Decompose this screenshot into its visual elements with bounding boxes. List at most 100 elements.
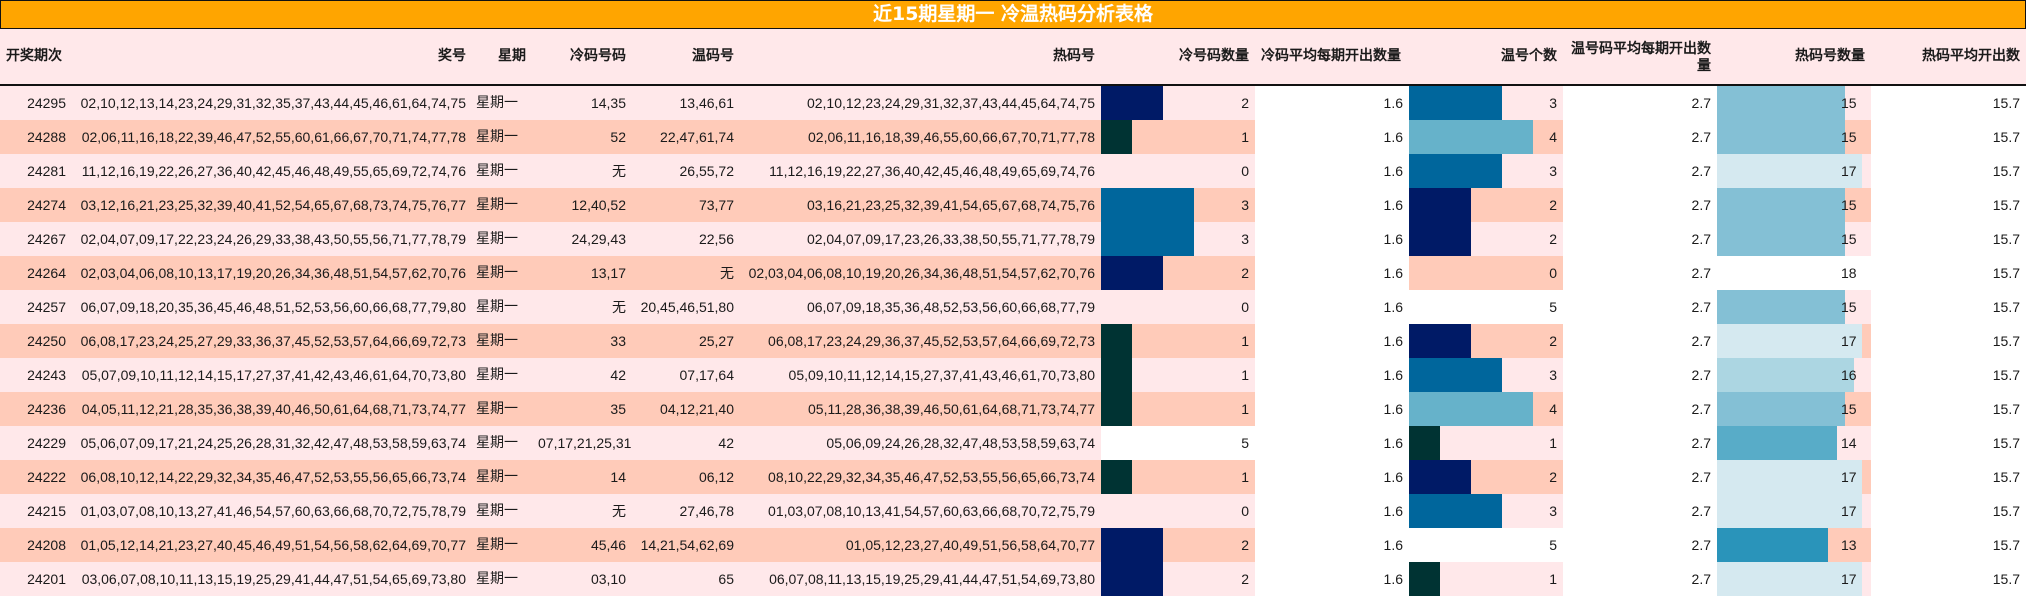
warm-codes-cell[interactable]: 22,56 <box>698 231 734 247</box>
hot-codes-cell[interactable]: 05,09,10,11,12,14,15,27,37,41,43,46,61,7… <box>788 367 1095 383</box>
table-row[interactable]: 24208 01,05,12,14,21,23,27,40,45,46,49,5… <box>0 528 2026 562</box>
warm-codes-cell[interactable]: 06,12 <box>698 469 734 485</box>
weekday-cell[interactable]: 星期一 <box>476 435 518 451</box>
hot-avg-cell[interactable]: 15.7 <box>1871 426 2026 460</box>
cold-avg-cell[interactable]: 1.6 <box>1255 120 1409 154</box>
warm-count-cell[interactable]: 3 <box>1409 358 1563 392</box>
cold-count-cell[interactable]: 0 <box>1101 290 1255 324</box>
cold-count-cell[interactable]: 5 <box>1101 426 1255 460</box>
warm-codes-cell[interactable]: 22,47,61,74 <box>660 129 734 145</box>
warm-count-cell[interactable]: 3 <box>1409 154 1563 188</box>
table-row[interactable]: 24236 04,05,11,12,21,28,35,36,38,39,40,4… <box>0 392 2026 426</box>
warm-codes-cell[interactable]: 20,45,46,51,80 <box>640 299 734 315</box>
weekday-cell[interactable]: 星期一 <box>476 129 518 145</box>
warm-count-cell[interactable]: 2 <box>1409 222 1563 256</box>
cold-count-cell[interactable]: 2 <box>1101 86 1255 120</box>
hot-avg-cell[interactable]: 15.7 <box>1871 120 2026 154</box>
cold-avg-cell[interactable]: 1.6 <box>1255 426 1409 460</box>
table-row[interactable]: 24295 02,10,12,13,14,23,24,29,31,32,35,3… <box>0 86 2026 120</box>
hot-avg-cell[interactable]: 15.7 <box>1871 86 2026 120</box>
hot-avg-cell[interactable]: 15.7 <box>1871 154 2026 188</box>
table-row[interactable]: 24229 05,06,07,09,17,21,24,25,26,28,31,3… <box>0 426 2026 460</box>
numbers-cell[interactable]: 03,12,16,21,23,25,32,39,40,41,52,54,65,6… <box>80 197 466 213</box>
warm-avg-cell[interactable]: 2.7 <box>1563 358 1717 392</box>
cold-avg-cell[interactable]: 1.6 <box>1255 86 1409 120</box>
cold-codes-cell[interactable]: 14 <box>610 469 626 485</box>
hot-count-cell[interactable]: 17 <box>1717 154 1871 188</box>
table-row[interactable]: 24264 02,03,04,06,08,10,13,17,19,20,26,3… <box>0 256 2026 290</box>
period-cell[interactable]: 24288 <box>27 129 66 145</box>
cold-count-cell[interactable]: 2 <box>1101 256 1255 290</box>
hot-avg-cell[interactable]: 15.7 <box>1871 494 2026 528</box>
cold-codes-cell[interactable]: 52 <box>610 129 626 145</box>
header-hot-codes[interactable]: 热码号 <box>1053 48 1095 64</box>
period-cell[interactable]: 24208 <box>27 537 66 553</box>
hot-count-cell[interactable]: 15 <box>1717 392 1871 426</box>
warm-avg-cell[interactable]: 2.7 <box>1563 392 1717 426</box>
cold-avg-cell[interactable]: 1.6 <box>1255 358 1409 392</box>
hot-avg-cell[interactable]: 15.7 <box>1871 562 2026 596</box>
warm-count-cell[interactable]: 2 <box>1409 460 1563 494</box>
cold-avg-cell[interactable]: 1.6 <box>1255 154 1409 188</box>
numbers-cell[interactable]: 01,05,12,14,21,23,27,40,45,46,49,51,54,5… <box>80 537 466 553</box>
table-row[interactable]: 24215 01,03,07,08,10,13,27,41,46,54,57,6… <box>0 494 2026 528</box>
period-cell[interactable]: 24243 <box>27 367 66 383</box>
cold-count-cell[interactable]: 1 <box>1101 392 1255 426</box>
weekday-cell[interactable]: 星期一 <box>476 469 518 485</box>
warm-codes-cell[interactable]: 27,46,78 <box>679 503 735 519</box>
period-cell[interactable]: 24281 <box>27 163 66 179</box>
header-weekday[interactable]: 星期 <box>498 48 526 64</box>
weekday-cell[interactable]: 星期一 <box>476 401 518 417</box>
period-cell[interactable]: 24274 <box>27 197 66 213</box>
cold-codes-cell[interactable]: 无 <box>612 163 626 179</box>
cold-avg-cell[interactable]: 1.6 <box>1255 460 1409 494</box>
weekday-cell[interactable]: 星期一 <box>476 367 518 383</box>
cold-avg-cell[interactable]: 1.6 <box>1255 188 1409 222</box>
cold-avg-cell[interactable]: 1.6 <box>1255 290 1409 324</box>
cold-count-cell[interactable]: 2 <box>1101 528 1255 562</box>
hot-count-cell[interactable]: 16 <box>1717 358 1871 392</box>
hot-count-cell[interactable]: 17 <box>1717 494 1871 528</box>
warm-codes-cell[interactable]: 25,27 <box>698 333 734 349</box>
hot-count-cell[interactable]: 13 <box>1717 528 1871 562</box>
table-row[interactable]: 24257 06,07,09,18,20,35,36,45,46,48,51,5… <box>0 290 2026 324</box>
numbers-cell[interactable]: 03,06,07,08,10,11,13,15,19,25,29,41,44,4… <box>81 571 466 587</box>
header-warm-codes[interactable]: 温码号 <box>692 48 734 64</box>
hot-avg-cell[interactable]: 15.7 <box>1871 290 2026 324</box>
cold-codes-cell[interactable]: 无 <box>612 503 626 519</box>
warm-codes-cell[interactable]: 26,55,72 <box>679 163 735 179</box>
weekday-cell[interactable]: 星期一 <box>476 537 518 553</box>
cold-count-cell[interactable]: 0 <box>1101 494 1255 528</box>
hot-count-cell[interactable]: 17 <box>1717 460 1871 494</box>
warm-avg-cell[interactable]: 2.7 <box>1563 256 1717 290</box>
hot-count-cell[interactable]: 17 <box>1717 562 1871 596</box>
cold-avg-cell[interactable]: 1.6 <box>1255 324 1409 358</box>
cold-avg-cell[interactable]: 1.6 <box>1255 528 1409 562</box>
warm-avg-cell[interactable]: 2.7 <box>1563 188 1717 222</box>
cold-count-cell[interactable]: 1 <box>1101 358 1255 392</box>
table-row[interactable]: 24267 02,04,07,09,17,22,23,24,26,29,33,3… <box>0 222 2026 256</box>
warm-count-cell[interactable]: 1 <box>1409 562 1563 596</box>
cold-avg-cell[interactable]: 1.6 <box>1255 256 1409 290</box>
cold-codes-cell[interactable]: 03,10 <box>590 571 626 587</box>
cold-codes-cell[interactable]: 24,29,43 <box>571 231 627 247</box>
header-numbers[interactable]: 奖号 <box>438 48 466 64</box>
warm-avg-cell[interactable]: 2.7 <box>1563 460 1717 494</box>
header-hot-avg[interactable]: 热码平均开出数 <box>1922 48 2020 64</box>
hot-avg-cell[interactable]: 15.7 <box>1871 392 2026 426</box>
hot-codes-cell[interactable]: 05,11,28,36,38,39,46,50,61,64,68,71,73,7… <box>808 401 1095 417</box>
period-cell[interactable]: 24250 <box>27 333 66 349</box>
cold-count-cell[interactable]: 1 <box>1101 460 1255 494</box>
hot-codes-cell[interactable]: 02,10,12,23,24,29,31,32,37,43,44,45,64,7… <box>806 95 1095 111</box>
warm-avg-cell[interactable]: 2.7 <box>1563 528 1717 562</box>
warm-avg-cell[interactable]: 2.7 <box>1563 290 1717 324</box>
header-warm-avg[interactable]: 温号码平均每期开出数量 <box>1571 40 1711 74</box>
hot-codes-cell[interactable]: 01,05,12,23,27,40,49,51,56,58,64,70,77 <box>845 537 1095 553</box>
cold-count-cell[interactable]: 3 <box>1101 188 1255 222</box>
cold-avg-cell[interactable]: 1.6 <box>1255 494 1409 528</box>
hot-codes-cell[interactable]: 05,06,09,24,26,28,32,47,48,53,58,59,63,7… <box>826 435 1095 451</box>
warm-count-cell[interactable]: 3 <box>1409 494 1563 528</box>
table-row[interactable]: 24281 11,12,16,19,22,26,27,36,40,42,45,4… <box>0 154 2026 188</box>
cold-count-cell[interactable]: 1 <box>1101 120 1255 154</box>
warm-avg-cell[interactable]: 2.7 <box>1563 494 1717 528</box>
